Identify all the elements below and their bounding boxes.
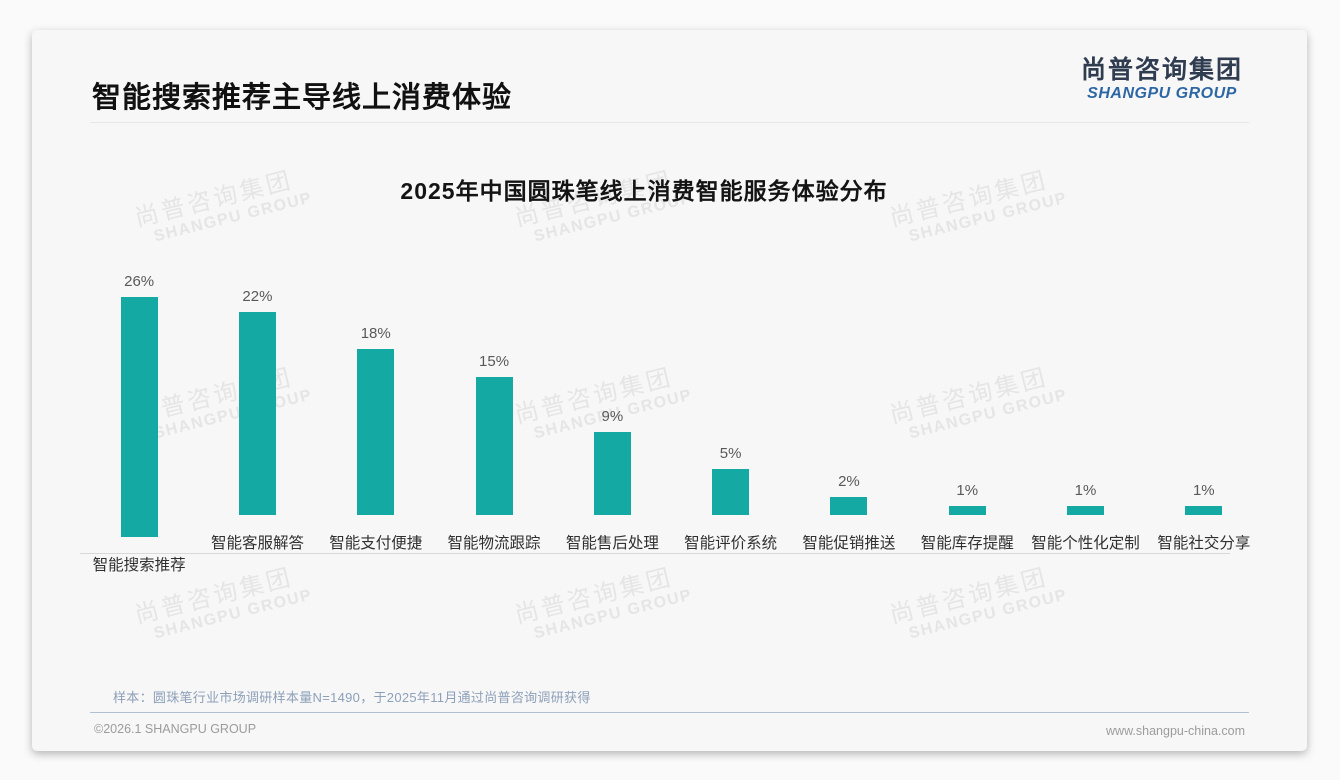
bar-stack: 26% <box>120 273 158 537</box>
category-label: 智能库存提醒 <box>920 535 1014 552</box>
watermark: 尚普咨询集团 SHANGPU GROUP <box>512 561 694 646</box>
copyright-text: ©2026.1 SHANGPU GROUP <box>94 722 257 736</box>
bar <box>120 297 158 537</box>
bar-group: 2% 智能促销推送 <box>790 273 908 553</box>
bar-value-label: 22% <box>242 288 273 306</box>
bar-group: 22% 智能客服解答 <box>198 273 316 553</box>
category-label: 智能个性化定制 <box>1031 535 1140 552</box>
bar-group: 15% 智能物流跟踪 <box>435 273 553 553</box>
category-label: 智能评价系统 <box>684 535 778 552</box>
bar-value-label: 5% <box>719 444 742 462</box>
bar-stack: 5% <box>712 273 750 515</box>
bar <box>712 468 750 515</box>
page-title: 智能搜索推荐主导线上消费体验 <box>92 82 513 114</box>
bar-value-label: 1% <box>1192 481 1215 499</box>
sample-note: 样本：圆珠笔行业市场调研样本量N=1490，于2025年11月通过尚普咨询调研获… <box>113 690 591 705</box>
category-label: 智能售后处理 <box>565 535 659 552</box>
category-label: 智能支付便捷 <box>329 535 423 552</box>
footer-divider <box>90 712 1249 713</box>
bar <box>238 312 276 515</box>
category-label: 智能物流跟踪 <box>447 535 541 552</box>
logo-english-name: SHANGPU GROUP <box>1087 84 1237 102</box>
logo-chinese-name: 尚普咨询集团 <box>1080 56 1243 84</box>
bar-group: 1% 智能库存提醒 <box>908 273 1026 553</box>
bar-value-label: 9% <box>601 408 624 426</box>
bar-group: 26% 智能搜索推荐 <box>80 273 198 574</box>
bar-stack: 22% <box>238 273 276 515</box>
slide-card: 尚普咨询集团 SHANGPU GROUP 尚普咨询集团 SHANGPU GROUP 尚普… <box>32 30 1307 751</box>
bar <box>1185 505 1223 515</box>
watermark-chinese: 尚普咨询集团 <box>887 563 1051 630</box>
bar-group: 18% 智能支付便捷 <box>317 273 435 553</box>
bar-value-label: 2% <box>838 472 860 490</box>
bar-stack: 18% <box>357 273 395 515</box>
watermark-english: SHANGPU GROUP <box>152 586 315 643</box>
bar <box>948 505 986 515</box>
x-axis-line <box>80 553 1230 554</box>
bar <box>357 349 395 515</box>
bar <box>593 432 631 515</box>
bar-stack: 1% <box>948 273 986 515</box>
bar-group: 9% 智能售后处理 <box>553 273 671 553</box>
bar-value-label: 26% <box>124 273 155 290</box>
bar-stack: 15% <box>475 273 513 515</box>
category-label: 智能搜索推荐 <box>92 556 186 574</box>
category-label: 智能促销推送 <box>802 535 896 552</box>
company-logo: 尚普咨询集团 SHANGPU GROUP <box>1081 56 1243 103</box>
bar <box>1067 505 1105 515</box>
bar-group: 1% 智能社交分享 <box>1145 273 1263 553</box>
bar-group: 1% 智能个性化定制 <box>1026 273 1144 553</box>
watermark-english: SHANGPU GROUP <box>907 586 1070 643</box>
bar-stack: 1% <box>1067 273 1105 515</box>
header-divider <box>90 122 1249 123</box>
bar-value-label: 18% <box>360 325 391 343</box>
website-url: www.shangpu-china.com <box>1106 724 1245 738</box>
bar <box>475 376 513 515</box>
bar-group: 5% 智能评价系统 <box>671 273 789 553</box>
chart-title: 2025年中国圆珠笔线上消费智能服务体验分布 <box>400 178 888 204</box>
bar-chart: 26% 智能搜索推荐 22% 智能客服解答 18% 智能支付便捷 15% 智能物流跟踪 9% 智能… <box>80 273 1263 574</box>
bar-stack: 2% <box>830 273 868 515</box>
category-label: 智能客服解答 <box>210 535 304 552</box>
bar <box>830 496 868 515</box>
watermark-english: SHANGPU GROUP <box>532 586 695 643</box>
bar-value-label: 1% <box>1074 481 1097 499</box>
bar-stack: 1% <box>1185 273 1223 515</box>
bar-value-label: 1% <box>956 481 979 499</box>
watermark: 尚普咨询集团 SHANGPU GROUP <box>887 561 1069 646</box>
bar-value-label: 15% <box>479 352 510 370</box>
watermark-chinese: 尚普咨询集团 <box>512 563 676 630</box>
category-label: 智能社交分享 <box>1157 535 1251 552</box>
bar-stack: 9% <box>593 273 631 515</box>
